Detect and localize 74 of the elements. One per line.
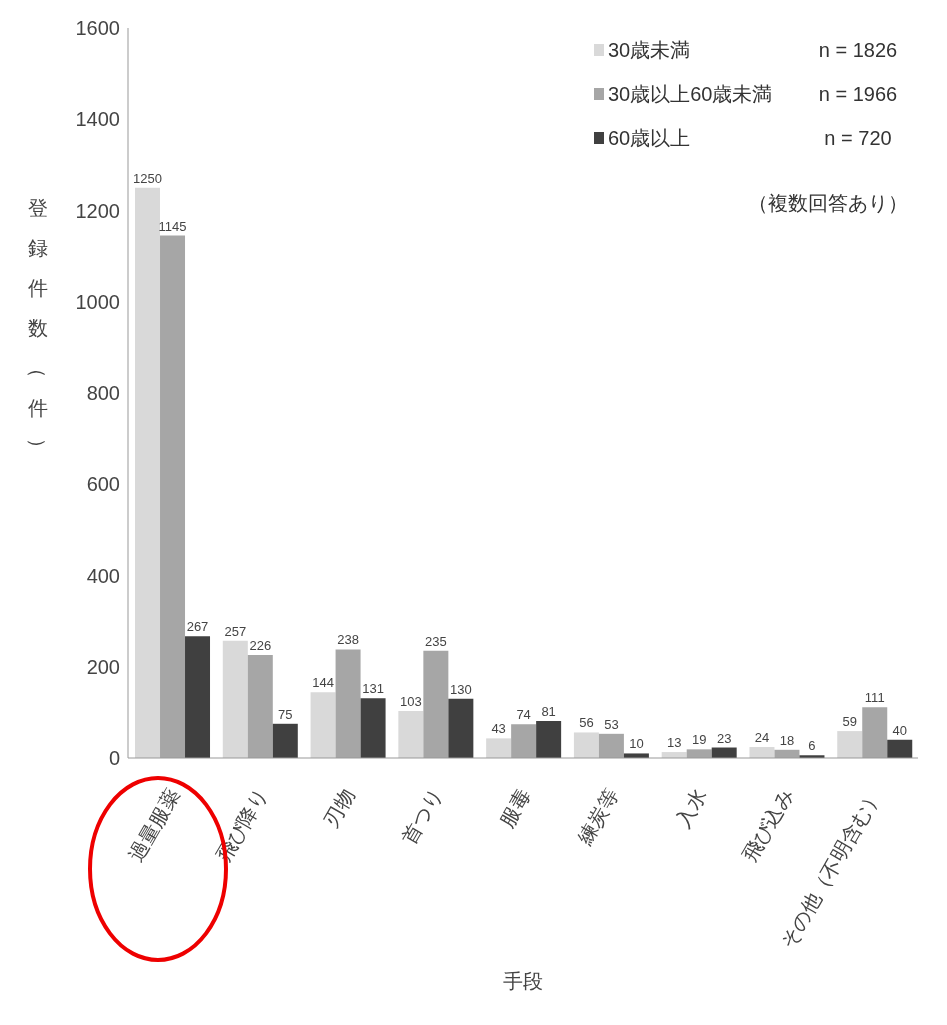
bar (222, 640, 248, 758)
bar (887, 739, 913, 758)
bar (749, 747, 775, 758)
bar (247, 654, 273, 758)
annotation: （複数回答あり） (747, 191, 908, 216)
x-tick-label: 首つり (397, 785, 447, 848)
x-tick-label: 刃物 (319, 785, 359, 831)
data-label: 111 (864, 690, 885, 706)
bar (398, 711, 424, 758)
data-label: 6 (808, 738, 816, 754)
data-label: 10 (629, 736, 644, 752)
y-tick-label: 1000 (75, 290, 120, 313)
legend-label: 60歳以上 (608, 125, 692, 151)
bar (598, 733, 624, 758)
bar (486, 738, 512, 758)
y-tick-label: 0 (108, 747, 120, 770)
y-axis-title: 登録件数（件） (26, 196, 50, 460)
bar (423, 650, 449, 758)
y-tick-label: 1200 (75, 199, 120, 222)
x-tick-label: 過量服薬 (124, 785, 184, 866)
data-label: 131 (362, 681, 384, 697)
bar (686, 749, 712, 758)
data-label: 257 (224, 623, 247, 639)
data-label: 19 (691, 732, 707, 748)
data-label: 74 (516, 707, 531, 723)
x-axis-title: 手段 (503, 970, 543, 992)
data-label: 56 (579, 715, 594, 731)
data-label: 267 (186, 619, 209, 635)
data-label: 235 (425, 633, 447, 649)
legend-label: 30歳以上60歳未満 (608, 81, 774, 107)
data-label: 144 (312, 675, 334, 691)
bar (511, 724, 537, 758)
bar (335, 649, 361, 758)
bar (310, 692, 336, 758)
data-label: 24 (754, 730, 770, 746)
x-tick-label: 入水 (670, 785, 711, 831)
bar (185, 636, 211, 758)
data-label: 40 (892, 722, 907, 738)
bar (360, 698, 386, 758)
y-tick-label: 600 (86, 473, 120, 496)
data-label: 1250 (133, 170, 162, 186)
data-label: 103 (400, 694, 422, 710)
data-label: 43 (491, 721, 506, 737)
bar (135, 187, 161, 758)
data-label: 59 (842, 714, 857, 730)
data-label: 226 (249, 637, 272, 653)
data-label: 53 (604, 716, 619, 732)
bar (536, 721, 562, 758)
x-tick-label: 飛び込み (738, 785, 798, 866)
data-label: 130 (450, 681, 472, 697)
y-tick-label: 400 (86, 564, 120, 587)
bar (837, 731, 863, 758)
data-label: 75 (278, 706, 293, 722)
annotation: n = 720 (823, 126, 893, 150)
annotation: n = 1826 (817, 38, 899, 62)
data-label: 1145 (158, 218, 187, 234)
x-tick-label: 練炭等 (572, 785, 623, 849)
bar (160, 235, 186, 758)
annotation: n = 1966 (817, 82, 899, 106)
y-tick-label: 1600 (75, 17, 120, 40)
data-label: 13 (666, 735, 682, 751)
y-tick-label: 200 (86, 655, 120, 678)
bar (573, 732, 599, 758)
data-label: 23 (716, 730, 732, 746)
y-tick-label: 800 (86, 382, 120, 405)
data-label: 81 (541, 704, 556, 720)
data-label: 18 (779, 732, 795, 748)
legend-label: 30歳未満 (608, 37, 692, 63)
bar (272, 723, 298, 758)
y-tick-label: 1400 (75, 108, 120, 131)
bar (448, 698, 474, 758)
x-tick-label: 服毒 (495, 785, 535, 831)
data-label: 238 (337, 632, 359, 648)
bar (862, 707, 888, 758)
